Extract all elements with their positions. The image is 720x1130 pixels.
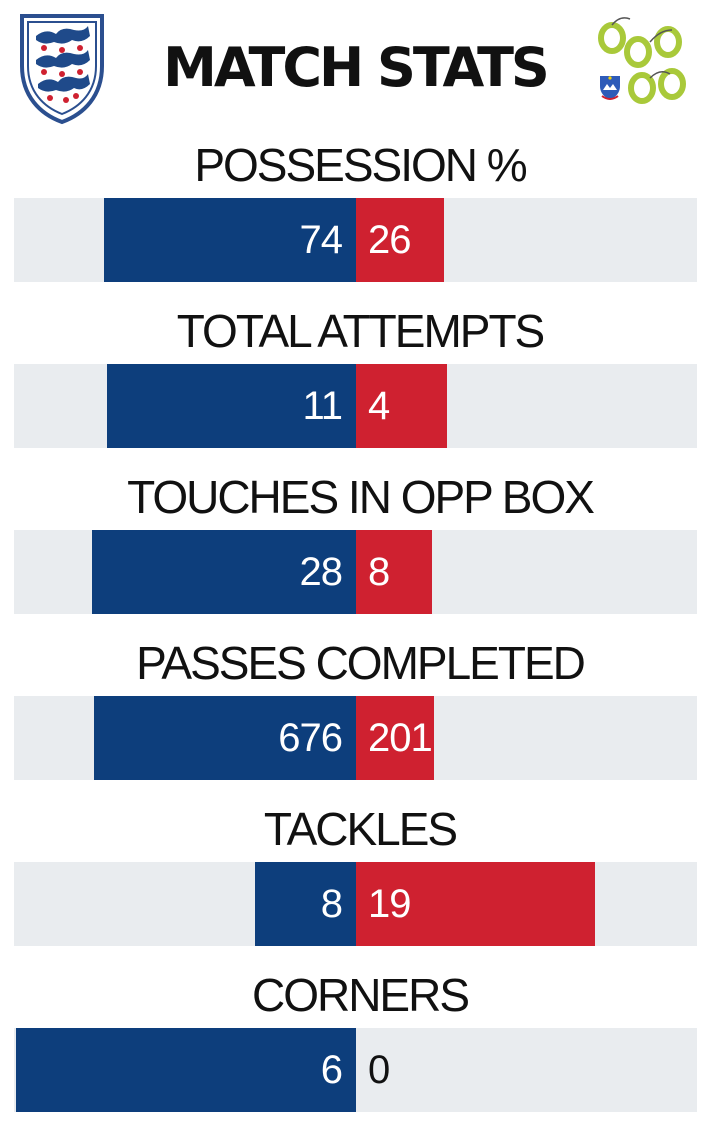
- stat-label: CORNERS: [251, 969, 470, 1021]
- stat-row: TOTAL ATTEMPTS 11 4: [0, 302, 720, 466]
- away-bar: [356, 198, 445, 282]
- away-value-label: 201: [368, 716, 433, 760]
- home-value-label: 8: [320, 882, 343, 926]
- away-value-label: 0: [368, 1048, 390, 1092]
- away-bar: [356, 862, 596, 946]
- away-value-label: 19: [368, 882, 412, 926]
- away-value-label: 8: [368, 550, 390, 594]
- stat-row: TOUCHES IN OPP BOX 28 8: [0, 468, 720, 632]
- stat-label: PASSES COMPLETED: [136, 637, 586, 689]
- stat-label: POSSESSION %: [194, 139, 527, 191]
- slovenia-crest-icon: [596, 12, 688, 112]
- away-value-label: 4: [368, 384, 390, 428]
- home-value-label: 11: [302, 384, 343, 428]
- england-crest-icon: [14, 10, 110, 126]
- home-value-label: 676: [278, 716, 343, 760]
- stat-label: TOTAL ATTEMPTS: [176, 305, 545, 357]
- home-bar: [106, 364, 356, 448]
- stat-row: PASSES COMPLETED 676 201: [0, 634, 720, 798]
- home-bar: [16, 1028, 356, 1112]
- away-bar: [356, 530, 432, 614]
- stat-row: TACKLES 8 19: [0, 800, 720, 964]
- stat-row: POSSESSION % 74 26: [0, 136, 720, 300]
- stat-row: CORNERS 6 0: [0, 966, 720, 1130]
- away-value-label: 26: [368, 218, 412, 262]
- home-value-label: 6: [320, 1048, 343, 1092]
- page-title: MATCH STATS: [163, 36, 550, 99]
- home-value-label: 28: [299, 550, 344, 594]
- home-bar: [104, 198, 356, 282]
- home-value-label: 74: [299, 218, 344, 262]
- stat-label: TOUCHES IN OPP BOX: [127, 471, 595, 523]
- home-bar: [91, 530, 356, 614]
- away-bar: [356, 696, 434, 780]
- home-bar: [255, 862, 356, 946]
- home-bar: [93, 696, 356, 780]
- away-bar: [356, 364, 447, 448]
- header: MATCH STATS: [0, 0, 720, 132]
- stat-label: TACKLES: [263, 803, 458, 855]
